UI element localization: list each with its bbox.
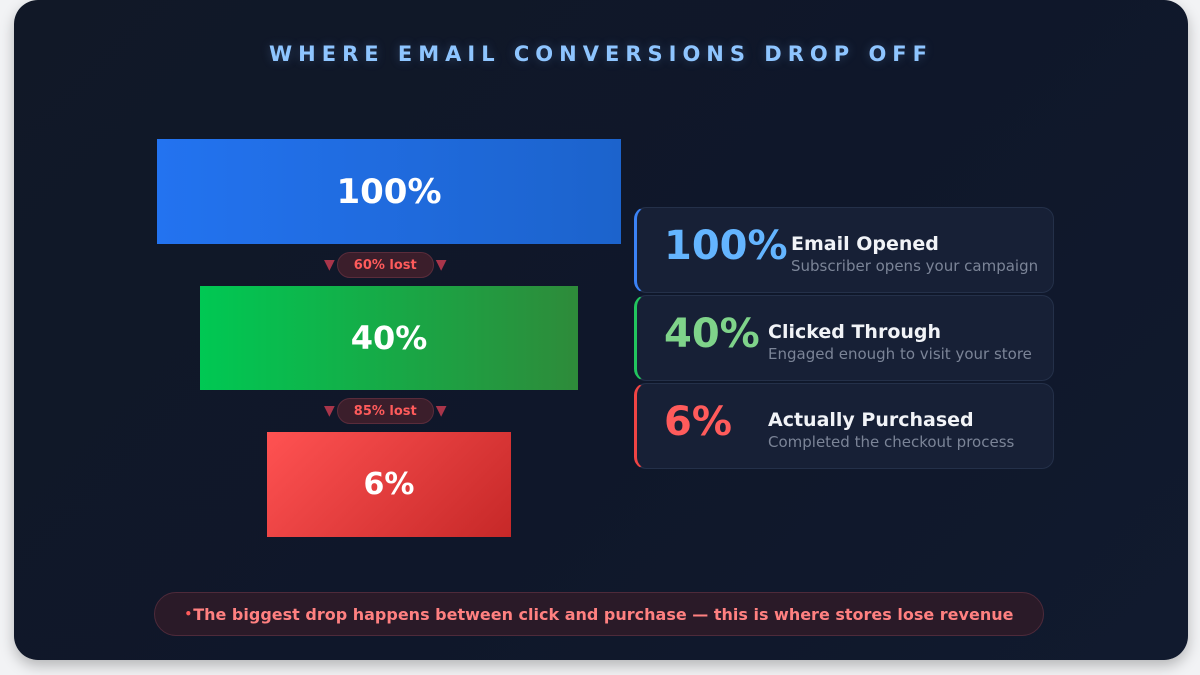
insight-text: The biggest drop happens between click a… (193, 604, 1014, 624)
drop-badge: 85% lost (336, 398, 434, 424)
stat-card-opened: 100% Email Opened Subscriber opens your … (634, 207, 1054, 293)
triangle-down-icon: ▼ (435, 403, 447, 419)
funnel-bar-clicked: 40% (200, 286, 578, 390)
stat-card-purchased: 6% Actually Purchased Completed the chec… (634, 383, 1054, 469)
funnel-bar-label: 40% (350, 319, 428, 357)
bullet-icon: • (184, 607, 193, 621)
funnel-bar-label: 6% (363, 467, 415, 502)
funnel-bar-label: 100% (336, 171, 442, 212)
stat-label: Email Opened (791, 233, 939, 255)
stat-value: 100% (664, 223, 788, 269)
triangle-down-icon: ▼ (435, 257, 447, 273)
stat-label: Actually Purchased (768, 409, 974, 431)
stat-label: Clicked Through (768, 321, 942, 343)
triangle-down-icon: ▼ (324, 257, 335, 273)
funnel-bar-purchased: 6% (267, 432, 511, 537)
triangle-down-icon: ▼ (324, 403, 335, 419)
drop-badge: 60% lost (336, 252, 434, 278)
drop-indicator-1: ▼ 60% lost ▼ (324, 252, 447, 278)
stat-description: Subscriber opens your campaign (791, 257, 1039, 275)
stat-value: 6% (664, 399, 732, 445)
stat-card-clicked: 40% Clicked Through Engaged enough to vi… (634, 295, 1054, 381)
insight-banner: • The biggest drop happens between click… (154, 592, 1044, 636)
stat-value: 40% (664, 311, 760, 357)
stat-description: Completed the checkout process (768, 433, 1015, 451)
page-title: WHERE EMAIL CONVERSIONS DROP OFF (268, 42, 934, 66)
funnel-bar-opened: 100% (157, 139, 621, 244)
stat-description: Engaged enough to visit your store (768, 345, 1032, 363)
infographic-card: WHERE EMAIL CONVERSIONS DROP OFF 100% ▼ … (14, 0, 1188, 660)
drop-indicator-2: ▼ 85% lost ▼ (324, 398, 447, 424)
